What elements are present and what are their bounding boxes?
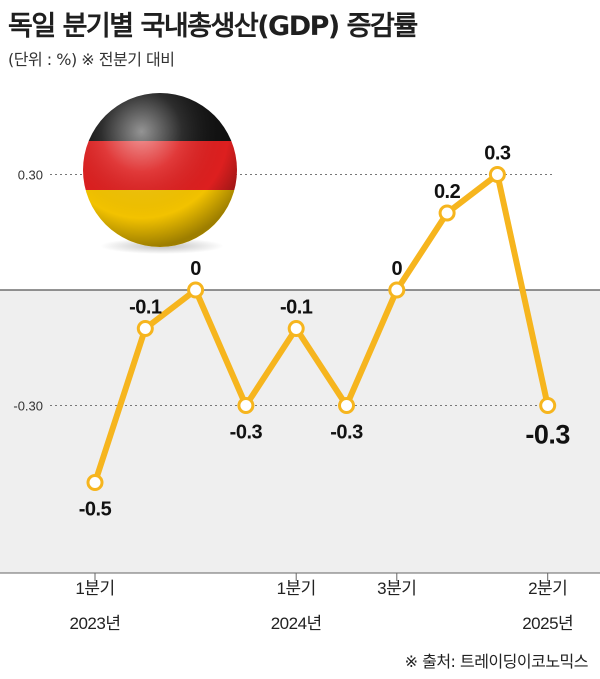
data-label: 0.2 bbox=[434, 181, 461, 203]
x-tick-year-label: 2024년 bbox=[271, 614, 322, 633]
data-point bbox=[187, 281, 205, 299]
data-point bbox=[287, 320, 305, 337]
data-point bbox=[539, 397, 557, 414]
data-point bbox=[388, 281, 406, 299]
data-point bbox=[438, 204, 456, 222]
x-tick-year-label: 2025년 bbox=[522, 614, 573, 633]
data-point bbox=[488, 166, 506, 183]
x-tick-label: 3분기 bbox=[377, 579, 416, 598]
germany-flag-sphere-icon bbox=[83, 93, 237, 254]
x-tick-label: 1분기 bbox=[277, 579, 316, 598]
data-label: -0.3 bbox=[230, 422, 263, 444]
data-point bbox=[237, 397, 255, 414]
data-label: -0.3 bbox=[330, 422, 363, 444]
data-label: 0.3 bbox=[484, 143, 511, 165]
y-tick-label: -0.30 bbox=[13, 399, 43, 414]
data-label: 0 bbox=[190, 258, 201, 280]
data-label: -0.3 bbox=[525, 420, 570, 450]
data-point bbox=[86, 474, 104, 491]
x-tick-year-label: 2023년 bbox=[70, 614, 121, 633]
data-label: 0 bbox=[391, 258, 402, 280]
data-label: -0.5 bbox=[79, 499, 112, 521]
page-title: 독일 분기별 국내총생산(GDP) 증감률 bbox=[8, 11, 418, 42]
chart-subtitle: (단위 : %) ※ 전분기 대비 bbox=[8, 50, 175, 69]
x-tick-label: 2분기 bbox=[528, 579, 567, 598]
data-label: -0.1 bbox=[280, 297, 313, 319]
x-tick-label: 1분기 bbox=[75, 579, 114, 598]
source-note: ※ 출처: 트레이딩이코노믹스 bbox=[404, 652, 589, 671]
data-point bbox=[136, 320, 154, 337]
data-label: -0.1 bbox=[129, 297, 162, 319]
data-point bbox=[338, 397, 355, 414]
gdp-series-line bbox=[92, 171, 551, 486]
y-tick-label: 0.30 bbox=[18, 168, 43, 183]
